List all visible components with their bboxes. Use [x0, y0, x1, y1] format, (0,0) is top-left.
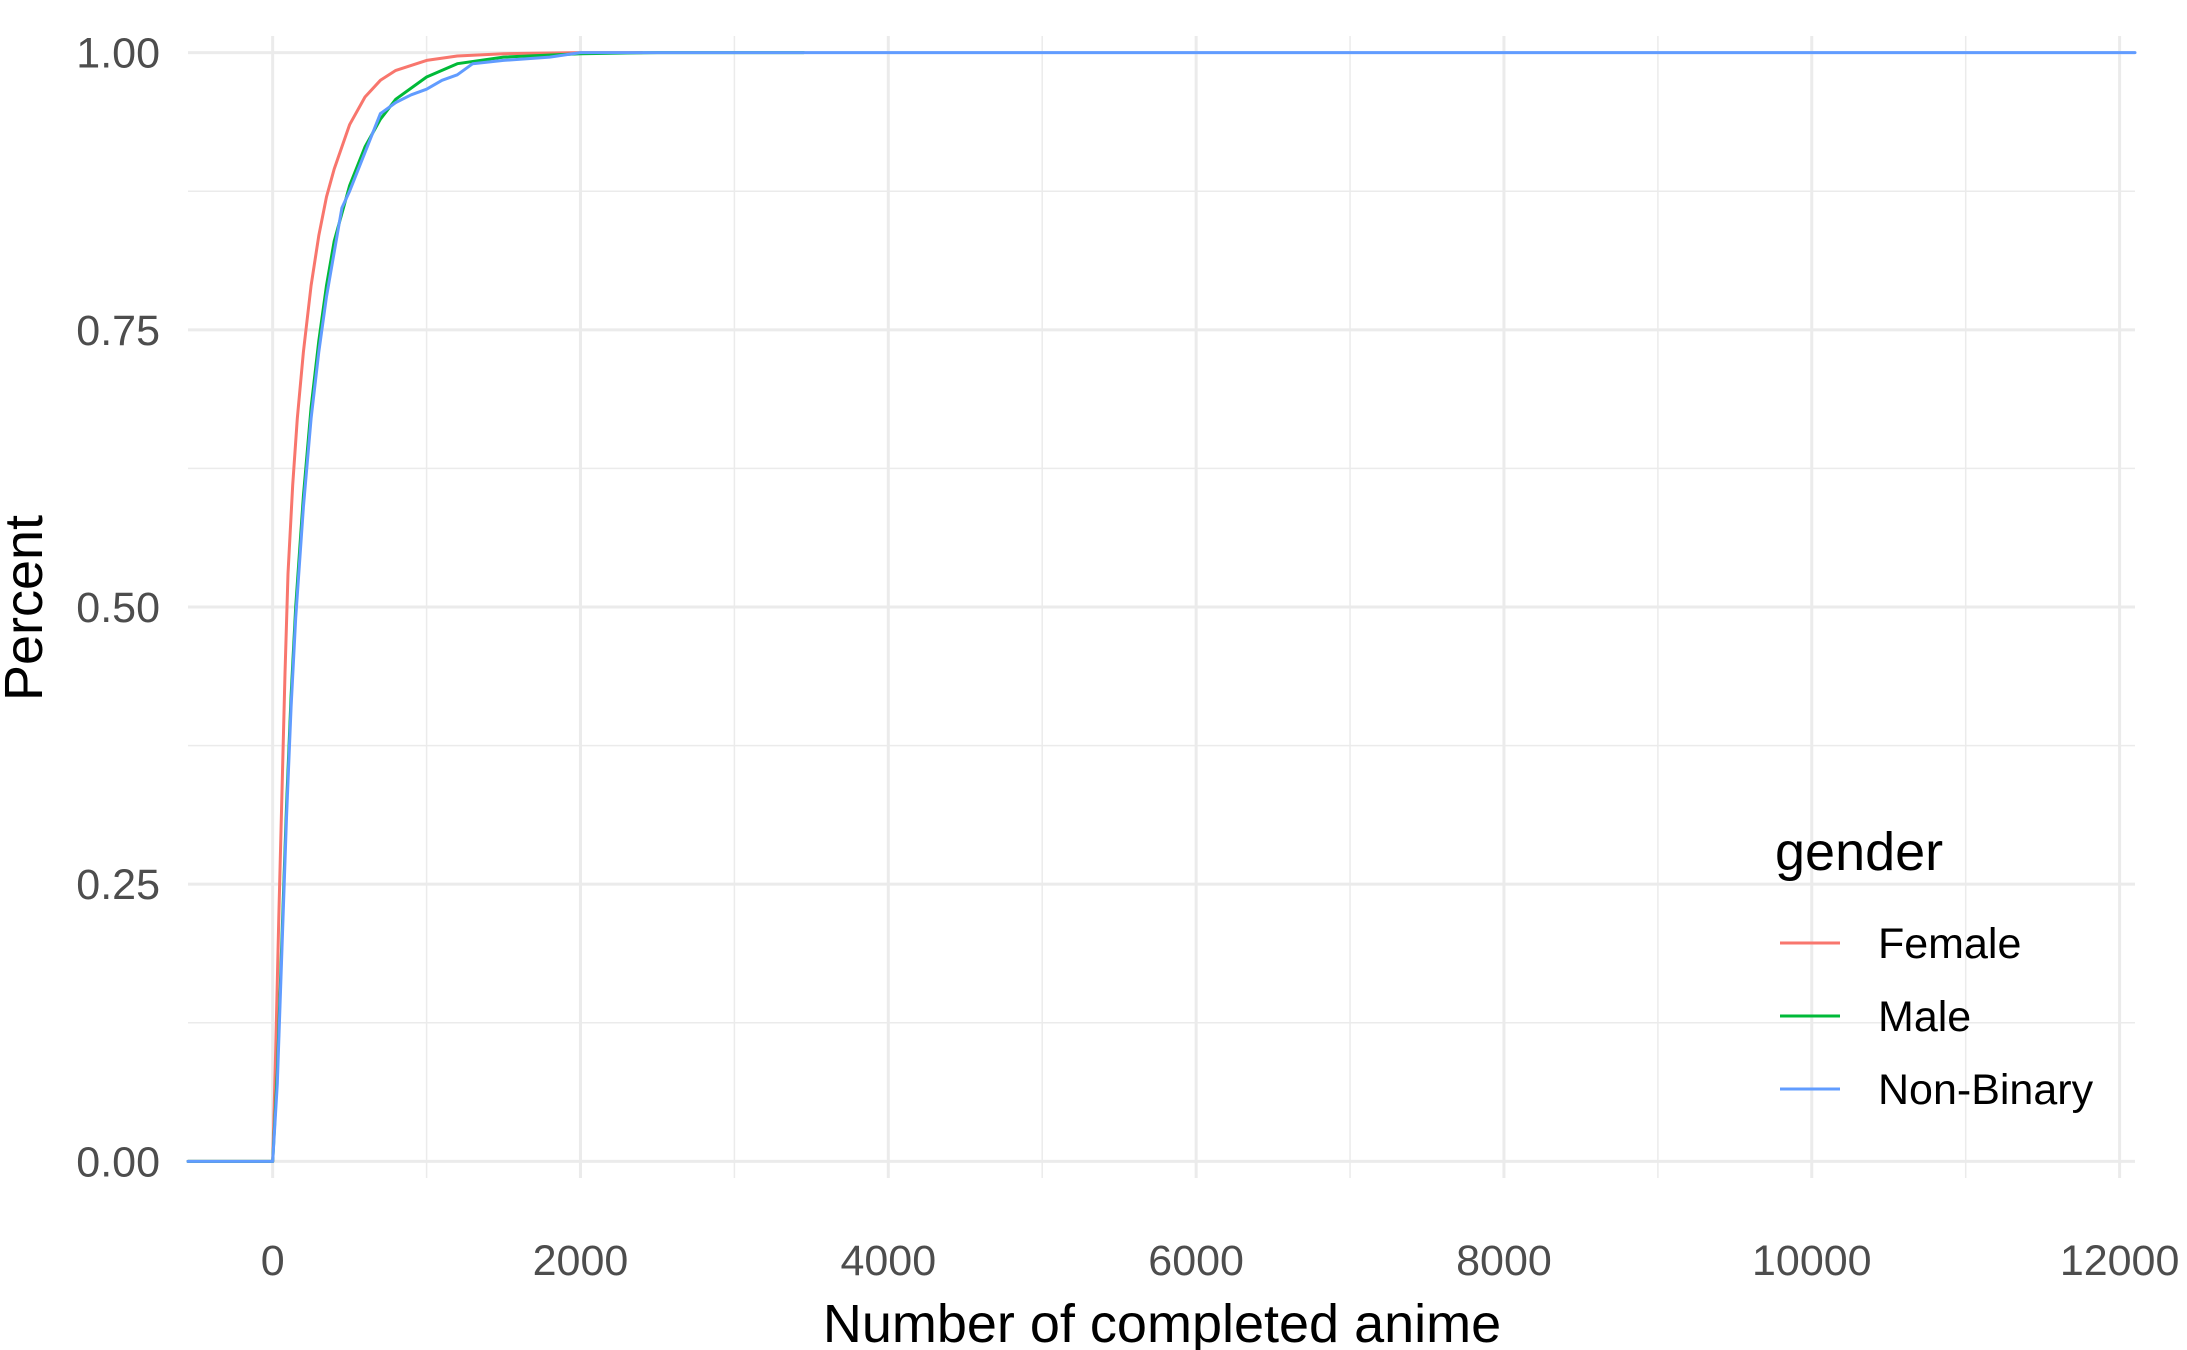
y-tick-label: 0.25 [76, 861, 160, 909]
x-tick-label: 12000 [2060, 1237, 2180, 1285]
x-tick-label: 10000 [1752, 1237, 1872, 1285]
legend: gender Female Male Non-Binary [1775, 822, 2094, 1114]
legend-label-non-binary: Non-Binary [1878, 1066, 2094, 1114]
series-lines [186, 51, 2137, 1163]
y-tick-label: 0.00 [76, 1138, 160, 1186]
major-gridlines [188, 36, 2135, 1178]
x-axis-title: Number of completed anime [823, 1294, 1501, 1350]
x-tick-label: 0 [261, 1237, 285, 1285]
y-tick-label: 1.00 [76, 30, 160, 78]
series-line-female [186, 51, 644, 1163]
y-tick-label: 0.75 [76, 307, 160, 355]
x-tick-label: 2000 [533, 1237, 629, 1285]
y-tick-label: 0.50 [76, 584, 160, 632]
legend-label-female: Female [1878, 920, 2021, 968]
legend-label-male: Male [1878, 993, 1971, 1041]
x-tick-label: 6000 [1148, 1237, 1244, 1285]
legend-title: gender [1775, 822, 1943, 882]
series-line-non-binary [186, 51, 2137, 1163]
y-axis-tick-labels: 0.00 0.25 0.50 0.75 1.00 [76, 30, 160, 1187]
x-tick-label: 8000 [1456, 1237, 1552, 1285]
y-axis-title: Percent [0, 515, 54, 701]
x-axis-tick-labels: 0 2000 4000 6000 8000 10000 12000 [261, 1237, 2180, 1285]
x-tick-label: 4000 [840, 1237, 936, 1285]
legend-entries: Female Male Non-Binary [1780, 920, 2094, 1114]
